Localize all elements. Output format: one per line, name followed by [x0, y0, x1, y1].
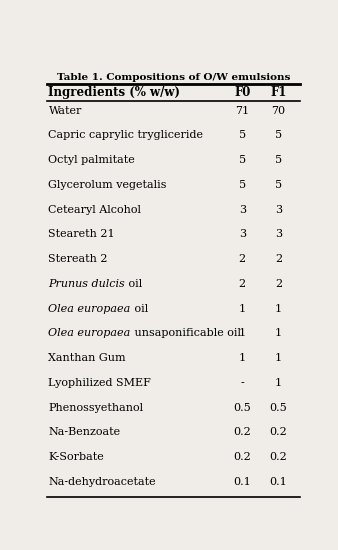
Text: 1: 1 — [275, 378, 282, 388]
Text: 2: 2 — [275, 254, 282, 264]
Text: Na-Benzoate: Na-Benzoate — [48, 427, 121, 437]
Text: Stereath 2: Stereath 2 — [48, 254, 108, 264]
Text: 5: 5 — [275, 155, 282, 165]
Text: 0.2: 0.2 — [233, 427, 251, 437]
Text: 0.1: 0.1 — [270, 477, 288, 487]
Text: 1: 1 — [239, 304, 246, 313]
Text: Xanthan Gum: Xanthan Gum — [48, 353, 126, 363]
Text: 2: 2 — [275, 279, 282, 289]
Text: 1: 1 — [239, 328, 246, 338]
Text: 5: 5 — [239, 130, 246, 140]
Text: 3: 3 — [239, 229, 246, 239]
Text: Lyophilized SMEF: Lyophilized SMEF — [48, 378, 151, 388]
Text: oil: oil — [131, 304, 148, 313]
Text: Steareth 21: Steareth 21 — [48, 229, 115, 239]
Text: 0.5: 0.5 — [233, 403, 251, 412]
Text: Glycerolum vegetalis: Glycerolum vegetalis — [48, 180, 167, 190]
Text: 5: 5 — [239, 155, 246, 165]
Text: Na-dehydroacetate: Na-dehydroacetate — [48, 477, 156, 487]
Text: F0: F0 — [234, 86, 250, 98]
Text: F1: F1 — [270, 86, 287, 98]
Text: oil: oil — [125, 279, 142, 289]
Text: Olea europaea: Olea europaea — [48, 328, 131, 338]
Text: 70: 70 — [271, 106, 286, 116]
Text: Olea europaea: Olea europaea — [48, 304, 131, 313]
Text: Octyl palmitate: Octyl palmitate — [48, 155, 135, 165]
Text: Phenossyethanol: Phenossyethanol — [48, 403, 144, 412]
Text: 71: 71 — [235, 106, 249, 116]
Text: K-Sorbate: K-Sorbate — [48, 452, 104, 462]
Text: Water: Water — [48, 106, 82, 116]
Text: Cetearyl Alcohol: Cetearyl Alcohol — [48, 205, 141, 214]
Text: 1: 1 — [239, 353, 246, 363]
Text: Capric caprylic trygliceride: Capric caprylic trygliceride — [48, 130, 203, 140]
Text: unsaponificable oil: unsaponificable oil — [131, 328, 241, 338]
Text: 1: 1 — [275, 353, 282, 363]
Text: 0.2: 0.2 — [270, 427, 288, 437]
Text: 3: 3 — [275, 205, 282, 214]
Text: 0.2: 0.2 — [270, 452, 288, 462]
Text: Table 1. Compositions of O/W emulsions: Table 1. Compositions of O/W emulsions — [56, 73, 290, 82]
Text: 5: 5 — [275, 180, 282, 190]
Text: 1: 1 — [275, 328, 282, 338]
Text: 1: 1 — [275, 304, 282, 313]
Text: -: - — [240, 378, 244, 388]
Text: 3: 3 — [275, 229, 282, 239]
Text: 0.2: 0.2 — [233, 452, 251, 462]
Text: 0.1: 0.1 — [233, 477, 251, 487]
Text: 5: 5 — [275, 130, 282, 140]
Text: 5: 5 — [239, 180, 246, 190]
Text: 3: 3 — [239, 205, 246, 214]
Text: Prunus dulcis: Prunus dulcis — [48, 279, 125, 289]
Text: 2: 2 — [239, 279, 246, 289]
Text: Ingredients (% w/w): Ingredients (% w/w) — [48, 86, 180, 98]
Text: 0.5: 0.5 — [270, 403, 288, 412]
Text: 2: 2 — [239, 254, 246, 264]
